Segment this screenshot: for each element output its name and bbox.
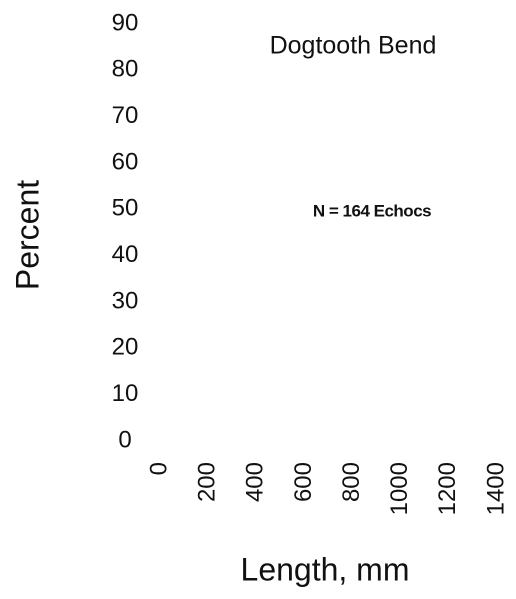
x-tick-label: 800 <box>338 462 365 502</box>
x-tick-label: 600 <box>290 462 317 502</box>
y-tick-label: 10 <box>112 380 139 407</box>
y-tick-label: 90 <box>112 9 139 36</box>
x-tick-label: 1200 <box>434 462 461 515</box>
annotation: N = 164 Echocs <box>313 201 431 220</box>
y-tick-label: 50 <box>112 195 139 222</box>
y-tick-label: 70 <box>112 102 139 129</box>
x-tick-label: 1000 <box>386 462 413 515</box>
y-tick-label: 30 <box>112 287 139 314</box>
x-tick-label: 0 <box>145 462 172 475</box>
x-tick-label: 400 <box>242 462 269 502</box>
x-tick-label: 1400 <box>482 462 509 515</box>
chart-title: Dogtooth Bend <box>270 32 437 60</box>
y-axis-label: Percent <box>9 180 45 290</box>
x-tick-label: 200 <box>193 462 220 502</box>
x-axis-label: Length, mm <box>241 551 410 587</box>
y-tick-label: 40 <box>112 241 139 268</box>
y-tick-label: 20 <box>112 334 139 361</box>
y-tick-label: 80 <box>112 56 139 83</box>
y-tick-label: 60 <box>112 148 139 175</box>
y-tick-label: 0 <box>118 426 131 453</box>
